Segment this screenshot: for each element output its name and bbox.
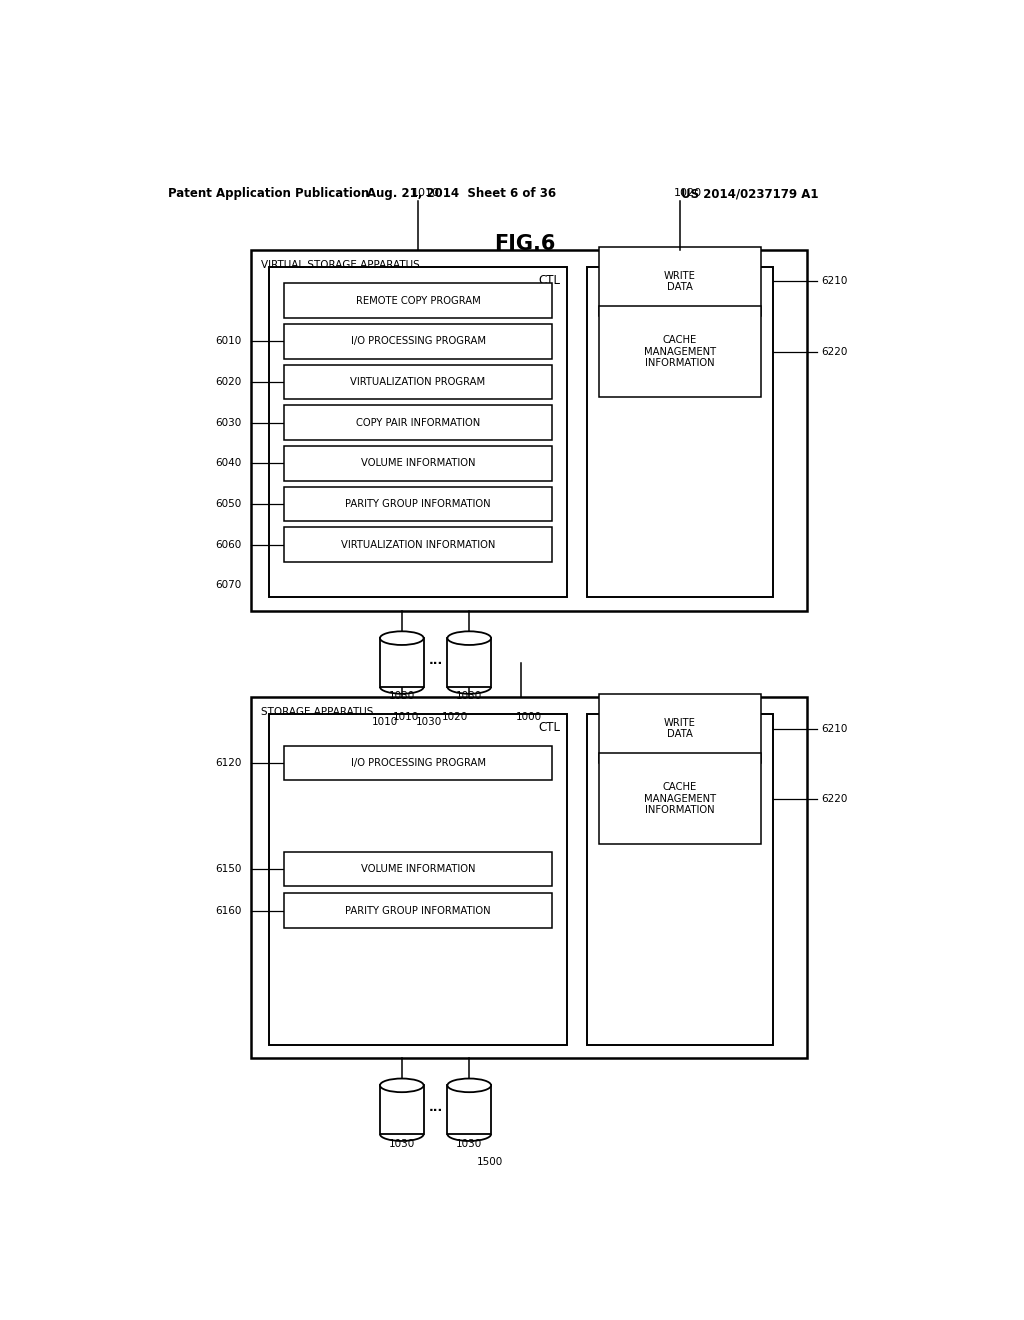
Text: 6220: 6220 (821, 347, 847, 356)
Text: 1030: 1030 (456, 1139, 482, 1150)
Text: 1010: 1010 (392, 713, 419, 722)
Bar (447, 638, 492, 686)
Bar (285, 894, 552, 928)
Text: VIRTUAL STORAGE APPARATUS: VIRTUAL STORAGE APPARATUS (260, 260, 419, 271)
Text: STORAGE APPARATUS: STORAGE APPARATUS (260, 708, 373, 717)
Bar (269, 714, 567, 1044)
Text: CTL: CTL (539, 275, 560, 288)
Text: 6070: 6070 (215, 581, 242, 590)
Text: 1500: 1500 (477, 1156, 504, 1167)
Bar (587, 714, 773, 1044)
Text: US 2014/0237179 A1: US 2014/0237179 A1 (681, 187, 818, 201)
Text: 1010: 1010 (412, 187, 440, 198)
Bar (587, 267, 773, 598)
Text: CTL: CTL (539, 722, 560, 734)
Text: 1030: 1030 (416, 718, 442, 727)
Text: CACHE
MANAGEMENT
INFORMATION: CACHE MANAGEMENT INFORMATION (644, 783, 716, 816)
Bar (285, 405, 552, 440)
Bar (251, 697, 807, 1057)
Bar (285, 284, 552, 318)
Text: Aug. 21, 2014  Sheet 6 of 36: Aug. 21, 2014 Sheet 6 of 36 (367, 187, 556, 201)
Text: 6160: 6160 (215, 906, 242, 916)
Text: I/O PROCESSING PROGRAM: I/O PROCESSING PROGRAM (350, 758, 485, 768)
Text: VOLUME INFORMATION: VOLUME INFORMATION (360, 458, 475, 469)
Bar (599, 247, 761, 315)
Text: CM: CM (671, 722, 689, 734)
Ellipse shape (447, 631, 492, 645)
Bar (285, 746, 552, 780)
Text: FIG.6: FIG.6 (495, 234, 555, 253)
Text: COPY PAIR INFORMATION: COPY PAIR INFORMATION (356, 417, 480, 428)
Text: REMOTE COPY PROGRAM: REMOTE COPY PROGRAM (355, 296, 480, 306)
Text: VOLUME INFORMATION: VOLUME INFORMATION (360, 863, 475, 874)
Text: PARITY GROUP INFORMATION: PARITY GROUP INFORMATION (345, 906, 490, 916)
Text: 1000: 1000 (516, 713, 542, 722)
Text: VIRTUALIZATION INFORMATION: VIRTUALIZATION INFORMATION (341, 540, 496, 549)
Ellipse shape (447, 1078, 492, 1092)
Bar (251, 249, 807, 611)
Text: CM: CM (671, 275, 689, 288)
Ellipse shape (380, 631, 424, 645)
Text: ...: ... (428, 1101, 442, 1114)
Bar (599, 694, 761, 763)
Bar (599, 752, 761, 845)
Text: 6210: 6210 (821, 276, 847, 286)
Text: WRITE
DATA: WRITE DATA (664, 718, 696, 739)
Bar (380, 638, 424, 686)
Text: ...: ... (428, 653, 442, 667)
Text: 6050: 6050 (215, 499, 242, 510)
Text: PARITY GROUP INFORMATION: PARITY GROUP INFORMATION (345, 499, 490, 510)
Bar (447, 1085, 492, 1134)
Text: I/O PROCESSING PROGRAM: I/O PROCESSING PROGRAM (350, 337, 485, 346)
Bar (285, 528, 552, 562)
Text: 1020: 1020 (674, 187, 701, 198)
Text: 6040: 6040 (215, 458, 242, 469)
Bar (285, 446, 552, 480)
Text: 1030: 1030 (456, 690, 482, 701)
Bar (285, 851, 552, 886)
Text: CACHE
MANAGEMENT
INFORMATION: CACHE MANAGEMENT INFORMATION (644, 335, 716, 368)
Text: 1020: 1020 (441, 713, 468, 722)
Bar (285, 325, 552, 359)
Text: 1010: 1010 (372, 718, 397, 727)
Text: 6030: 6030 (215, 417, 242, 428)
Text: WRITE
DATA: WRITE DATA (664, 271, 696, 292)
Text: 6010: 6010 (215, 337, 242, 346)
Ellipse shape (380, 1078, 424, 1092)
Text: 6210: 6210 (821, 723, 847, 734)
Text: 6150: 6150 (215, 863, 242, 874)
Bar (599, 306, 761, 397)
Text: 6220: 6220 (821, 793, 847, 804)
Text: 6120: 6120 (215, 758, 242, 768)
Text: 1030: 1030 (389, 690, 415, 701)
Bar (380, 1085, 424, 1134)
Bar (269, 267, 567, 598)
Bar (285, 364, 552, 399)
Text: 6060: 6060 (215, 540, 242, 549)
Text: 1030: 1030 (389, 1139, 415, 1150)
Text: 6020: 6020 (215, 378, 242, 387)
Bar (285, 487, 552, 521)
Text: VIRTUALIZATION PROGRAM: VIRTUALIZATION PROGRAM (350, 378, 485, 387)
Text: Patent Application Publication: Patent Application Publication (168, 187, 369, 201)
